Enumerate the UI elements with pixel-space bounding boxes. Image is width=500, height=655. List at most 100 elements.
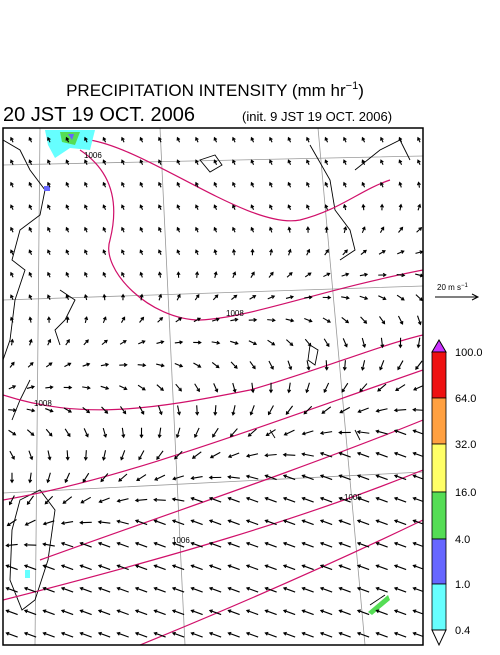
wind-vector: [397, 315, 404, 325]
wind-vector: [301, 586, 314, 593]
wind-vector: [176, 249, 181, 255]
wind-vector: [304, 295, 313, 300]
wind-vector: [60, 631, 74, 638]
wind-vector: [195, 181, 199, 188]
wind-vector: [398, 136, 403, 143]
wind-vector: [267, 295, 276, 300]
wind-vector: [286, 272, 293, 278]
wind-vector: [139, 204, 144, 210]
wind-vector: [324, 204, 329, 211]
wind-scale-text: 20 m s: [437, 283, 461, 292]
wind-vector: [415, 360, 423, 370]
wind-vector: [213, 181, 218, 188]
wind-vector: [268, 271, 274, 278]
wind-vector: [157, 317, 164, 323]
wind-vector: [342, 360, 347, 371]
wind-vector: [116, 631, 129, 638]
wind-vector: [379, 360, 385, 371]
wind-vector: [338, 541, 351, 548]
wind-vector: [28, 226, 33, 233]
wind-vector: [304, 272, 312, 278]
wind-vector: [319, 631, 333, 638]
wind-vector: [324, 360, 329, 371]
wind-vector: [119, 385, 128, 391]
wind-vector: [176, 226, 181, 233]
wind-vector: [116, 609, 129, 616]
wind-vector: [208, 496, 222, 503]
wind-vector: [138, 450, 145, 461]
wind-scale: 20 m s−1: [435, 283, 480, 301]
wind-vector: [208, 586, 222, 593]
wind-vector: [341, 382, 349, 393]
wind-vector: [47, 450, 52, 461]
wind-vector: [417, 136, 421, 143]
wind-vector: [102, 427, 108, 438]
wind-vector: [417, 203, 422, 211]
wind-vector: [65, 136, 70, 143]
wind-vector: [269, 136, 273, 143]
wind-vector: [8, 408, 17, 413]
wind-vector: [28, 338, 33, 346]
wind-vector: [227, 475, 240, 480]
wind-vector: [319, 609, 333, 616]
wind-vector: [23, 564, 37, 571]
colorbar-segment: [431, 397, 447, 445]
wind-vector: [338, 586, 351, 593]
wind-vector: [209, 451, 221, 459]
wind-vector: [134, 541, 148, 548]
wind-vector: [356, 609, 370, 616]
wind-vector: [267, 405, 274, 416]
wind-scale-label: 20 m s−1: [437, 283, 469, 292]
wind-vector: [195, 226, 199, 233]
wind-vector: [417, 159, 421, 165]
wind-vector: [301, 452, 314, 457]
wind-vector: [175, 383, 182, 392]
wind-vector: [230, 317, 239, 322]
wind-vector: [250, 271, 255, 278]
wind-vector: [319, 586, 333, 593]
wind-vector: [319, 474, 333, 481]
wind-vector: [213, 136, 218, 143]
wind-vector: [249, 361, 256, 370]
wind-vector: [47, 159, 51, 165]
wind-vector: [378, 272, 387, 277]
wind-vector: [282, 631, 296, 638]
wind-vector: [134, 519, 148, 526]
wind-vector: [100, 473, 109, 483]
wind-vector: [60, 564, 74, 571]
wind-vector: [375, 631, 388, 638]
wind-vector: [42, 609, 55, 616]
wind-vector: [47, 338, 52, 346]
wind-vector: [64, 472, 71, 484]
wind-vector: [45, 428, 53, 437]
wind-vector: [195, 136, 199, 143]
wind-vector: [250, 181, 255, 188]
wind-vector: [321, 406, 332, 414]
wind-vector: [304, 317, 313, 323]
wind-vector: [83, 293, 88, 301]
wind-vector: [287, 382, 292, 394]
wind-vector: [213, 383, 219, 393]
wind-vector: [305, 226, 310, 233]
wind-vector: [47, 226, 51, 233]
wind-vector: [208, 475, 222, 480]
wind-vector: [194, 383, 200, 393]
wind-vector: [301, 609, 314, 616]
wind-vector: [97, 520, 111, 525]
wind-vector: [79, 609, 92, 616]
wind-scale-arrow: [435, 293, 480, 301]
wind-vector: [190, 476, 203, 481]
wind-vector: [379, 226, 385, 233]
wind-vector: [375, 474, 388, 481]
wind-vector: [27, 361, 34, 368]
wind-vector: [264, 586, 277, 593]
wind-vector: [338, 430, 351, 435]
colorbar-segment: [431, 443, 447, 493]
wind-vector: [195, 271, 200, 278]
wind-vector: [398, 203, 403, 211]
wind-vector: [393, 496, 407, 503]
wind-vector: [282, 609, 296, 616]
wind-vector: [171, 519, 185, 526]
wind-vector: [47, 271, 51, 278]
wind-vector: [282, 564, 296, 571]
